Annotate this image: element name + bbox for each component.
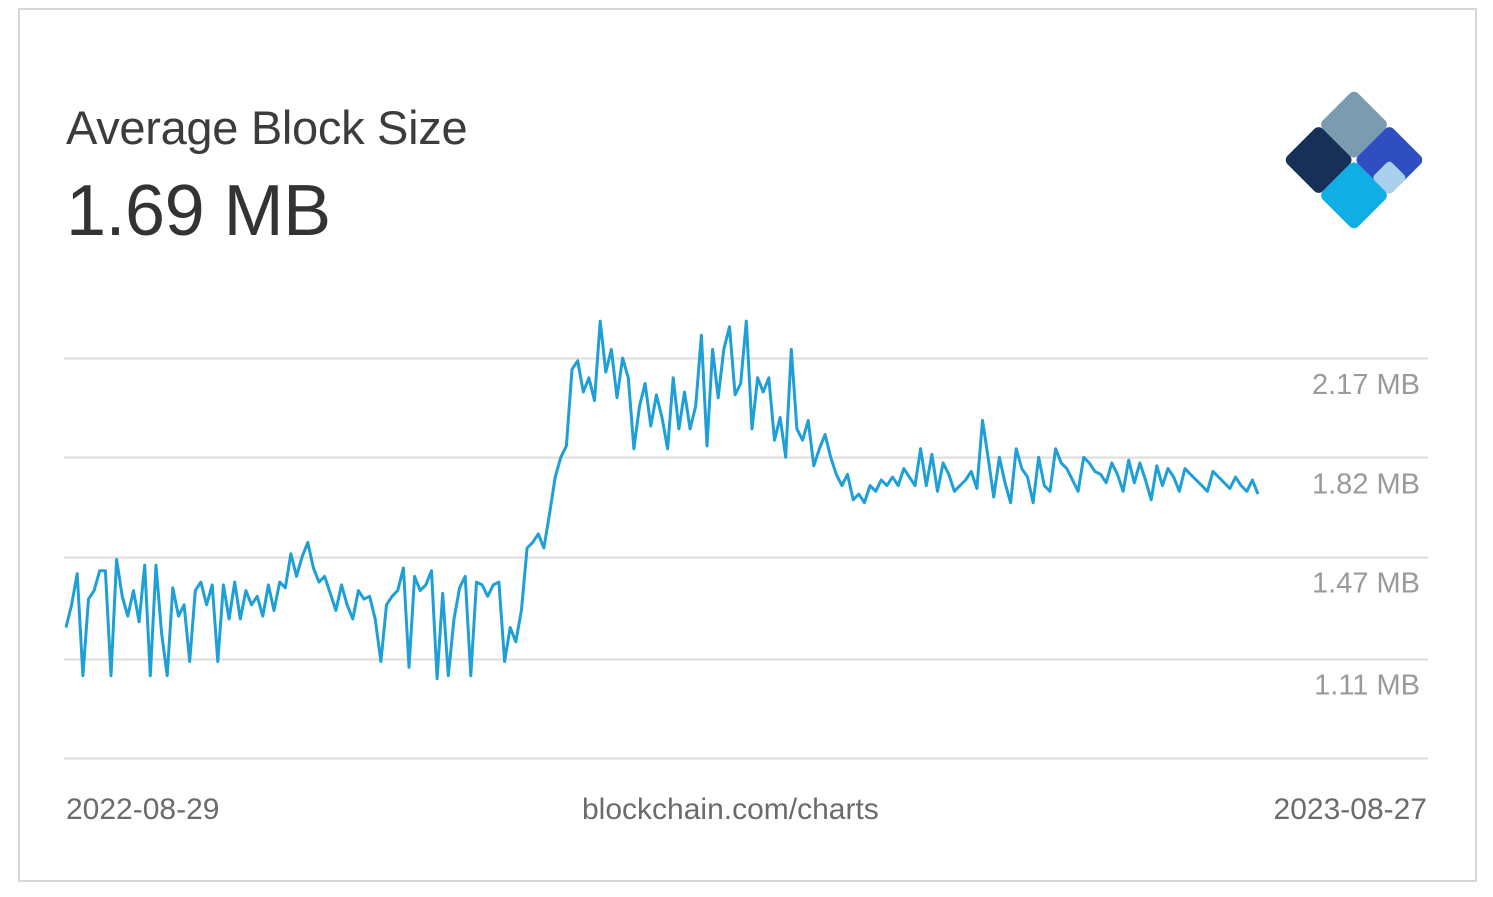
logo-tile-top-icon [1321,91,1387,158]
logo-tile-left-icon [1285,127,1352,193]
grid-lines [64,357,1428,760]
y-tick-label: 2.17 MB [1312,369,1420,401]
blockchain-diamond-logo-icon[interactable] [1280,86,1428,234]
start-date-label: 2022-08-29 [66,793,220,826]
chart-card [18,8,1477,882]
y-tick-label: 1.47 MB [1312,568,1420,600]
y-tick-label: 1.11 MB [1314,670,1420,702]
end-date-label: 2023-08-27 [1273,793,1427,826]
source-link[interactable]: blockchain.com/charts [582,793,879,826]
logo-tile-right-icon [1356,127,1423,193]
current-value: 1.69 MB [66,171,331,251]
chart-title: Average Block Size [66,101,468,154]
logo-tile-accent-icon [1373,161,1406,194]
series-line [64,319,1260,681]
y-tick-label: 1.82 MB [1312,468,1420,500]
logo-tile-bottom-icon [1321,162,1387,229]
y-tick-labels: 2.17 MB 1.82 MB 1.47 MB 1.11 MB [1312,369,1420,702]
